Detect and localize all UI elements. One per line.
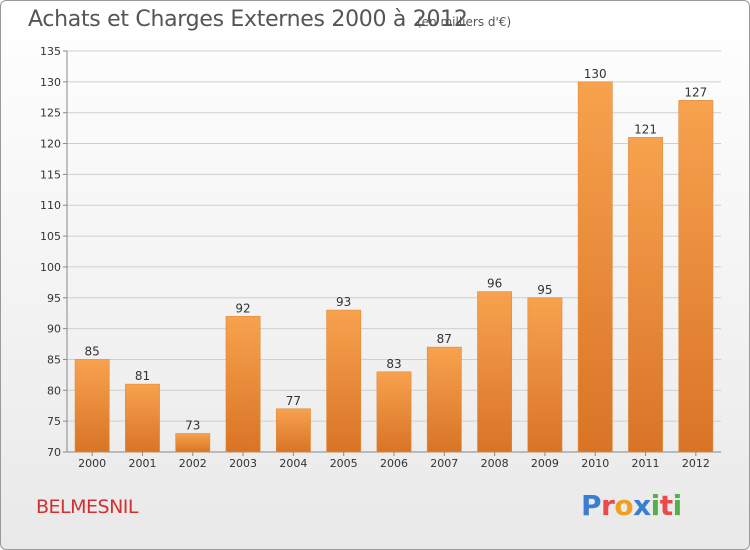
bar-2000 (74, 359, 110, 453)
data-label: 87 (437, 332, 452, 346)
y-tick-label: 90 (47, 323, 61, 336)
commune-name: BELMESNIL (36, 496, 139, 518)
data-label: 83 (386, 357, 401, 371)
y-tick-label: 135 (40, 45, 61, 58)
data-label: 127 (684, 85, 707, 99)
data-label: 95 (537, 283, 552, 297)
bar-2009 (527, 297, 563, 453)
data-label: 85 (85, 344, 100, 358)
x-tick-label: 2005 (330, 457, 358, 470)
logo-letter: i (672, 489, 683, 522)
axes: 70 75 80 85 90 95 100 105 110 115 120 125 130 135 2000… (40, 45, 721, 470)
bar-2012 (678, 100, 714, 453)
y-tick-label: 115 (40, 168, 61, 181)
y-tick-label: 75 (47, 415, 61, 428)
y-tick-label: 70 (47, 446, 61, 459)
bar-2003 (225, 315, 261, 453)
bar-2007 (426, 346, 462, 453)
bar-2008 (477, 291, 513, 453)
x-tick-label: 2011 (632, 457, 660, 470)
x-tick-label: 2009 (531, 457, 559, 470)
data-label: 77 (286, 394, 301, 408)
data-label: 93 (336, 295, 351, 309)
x-tick-label: 2007 (430, 457, 458, 470)
y-tick-label: 100 (40, 261, 61, 274)
y-tick-label: 120 (40, 138, 61, 151)
x-tick-label: 2010 (581, 457, 609, 470)
logo-letter: P (581, 489, 602, 522)
y-tick-label: 130 (40, 76, 61, 89)
chart-title: Achats et Charges Externes 2000 à 2012 (28, 7, 468, 32)
x-tick-label: 2012 (682, 457, 710, 470)
logo-letter: i (650, 489, 661, 522)
data-label: 96 (487, 277, 502, 291)
x-tick-label: 2006 (380, 457, 408, 470)
logo-letter: o (614, 489, 634, 522)
data-labels: 85 81 73 92 77 93 83 87 96 95 130 121 127 (85, 67, 708, 433)
x-tick-label: 2003 (229, 457, 257, 470)
chart-subtitle: (en milliers d'€) (417, 15, 512, 29)
y-tick-label: 125 (40, 107, 61, 120)
bar-2006 (376, 371, 412, 453)
x-tick-label: 2001 (128, 457, 156, 470)
y-tick-label: 85 (47, 353, 61, 366)
x-tick-label: 2004 (279, 457, 307, 470)
y-tick-label: 105 (40, 230, 61, 243)
data-label: 121 (634, 122, 657, 136)
logo-letter: t (659, 489, 673, 522)
data-label: 92 (235, 301, 250, 315)
bar-2002 (175, 433, 211, 453)
bar-2011 (628, 137, 663, 453)
data-label: 81 (135, 369, 150, 383)
y-tick-label: 80 (47, 384, 61, 397)
bars (74, 81, 714, 453)
logo-letter: r (601, 489, 615, 522)
y-tick-label: 95 (47, 292, 61, 305)
y-tick-label: 110 (40, 199, 61, 212)
x-tick-label: 2000 (78, 457, 106, 470)
data-label: 73 (185, 418, 200, 432)
logo-letter: x (633, 489, 651, 522)
bar-2001 (125, 383, 160, 453)
proxiti-logo[interactable]: Proxiti (581, 489, 682, 522)
bar-2010 (577, 81, 613, 453)
bar-2004 (275, 408, 311, 453)
bar-2005 (326, 309, 362, 453)
x-tick-label: 2008 (481, 457, 509, 470)
x-tick-label: 2002 (179, 457, 207, 470)
data-label: 130 (584, 67, 607, 81)
